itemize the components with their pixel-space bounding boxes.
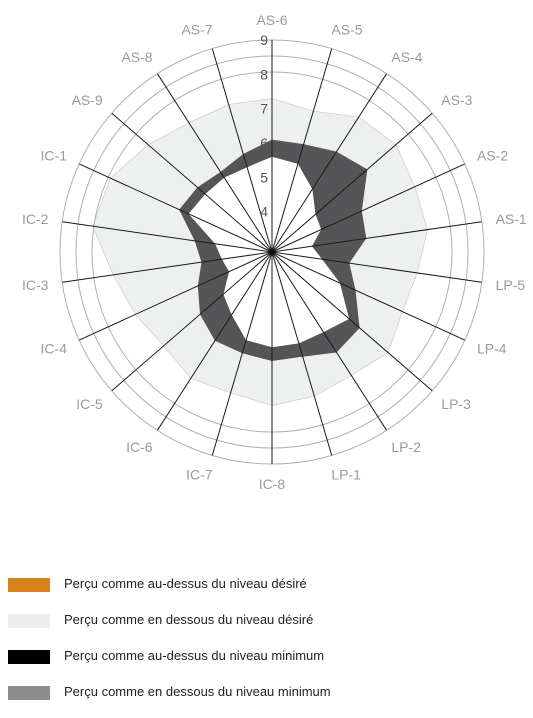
- axis-label-ic-8: IC-8: [259, 476, 286, 492]
- legend-swatch-minimum-below: [8, 686, 50, 700]
- spoke-as-9: [111, 112, 273, 253]
- legend-label-minimum-below: Perçu comme en dessous du niveau minimum: [64, 684, 331, 699]
- axis-label-as-7: AS-7: [181, 21, 212, 37]
- legend-label-desired-above: Perçu comme au-dessus du niveau désiré: [64, 576, 307, 591]
- axis-label-as-8: AS-8: [121, 49, 152, 65]
- axis-label-lp-1: LP-1: [331, 467, 361, 483]
- spoke-lp-5: [271, 251, 482, 283]
- axis-label-as-1: AS-1: [496, 211, 527, 227]
- axis-label-lp-5: LP-5: [496, 277, 526, 293]
- spoke-as-8: [156, 73, 273, 253]
- tick-label-4: 4: [260, 204, 268, 220]
- axis-label-lp-3: LP-3: [441, 396, 471, 412]
- legend-label-desired-below: Perçu comme en dessous du niveau désiré: [64, 612, 314, 627]
- axis-label-ic-4: IC-4: [41, 340, 68, 356]
- center-hub: [269, 249, 275, 255]
- spoke-ic-1: [78, 163, 273, 253]
- spoke-ic-5: [111, 251, 273, 392]
- legend-label-minimum-above: Perçu comme au-dessus du niveau minimum: [64, 648, 325, 663]
- legend: Perçu comme au-dessus du niveau désiré P…: [8, 574, 528, 718]
- spoke-ic-7: [211, 251, 273, 456]
- spoke-as-5: [271, 48, 333, 253]
- axis-label-ic-2: IC-2: [22, 211, 49, 227]
- tick-label-5: 5: [260, 169, 268, 185]
- spoke-as-4: [271, 73, 388, 253]
- legend-swatch-desired-below: [8, 614, 50, 628]
- axis-label-as-3: AS-3: [441, 92, 472, 108]
- axis-label-as-2: AS-2: [477, 148, 508, 164]
- tick-label-7: 7: [260, 101, 268, 117]
- legend-item-minimum-above: Perçu comme au-dessus du niveau minimum: [8, 646, 528, 682]
- legend-swatch-desired-above: [8, 578, 50, 592]
- axis-label-ic-5: IC-5: [76, 396, 103, 412]
- spoke-as-1: [271, 221, 482, 253]
- tick-label-layer: 4 5 6 7 8 9: [260, 32, 268, 220]
- spoke-lp-1: [271, 251, 333, 456]
- spoke-ic-6: [156, 251, 273, 431]
- axis-label-as-9: AS-9: [72, 92, 103, 108]
- axis-label-as-6: AS-6: [256, 12, 287, 28]
- axis-label-layer: AS-6 AS-5 AS-4 AS-3 AS-2 AS-1 LP-5 LP-4 LP-3 LP-2…: [22, 12, 527, 492]
- spoke-as-7: [211, 48, 273, 253]
- legend-item-desired-below: Perçu comme en dessous du niveau désiré: [8, 610, 528, 646]
- spoke-as-3: [271, 112, 433, 253]
- spoke-ic-2: [62, 221, 273, 253]
- axis-label-as-5: AS-5: [331, 21, 362, 37]
- axis-label-lp-2: LP-2: [391, 439, 421, 455]
- tick-label-9: 9: [260, 32, 268, 48]
- tick-label-6: 6: [260, 135, 268, 151]
- axis-label-ic-7: IC-7: [186, 467, 213, 483]
- spoke-lp-2: [271, 251, 388, 431]
- spoke-ic-3: [62, 251, 273, 283]
- legend-item-desired-above: Perçu comme au-dessus du niveau désiré: [8, 574, 528, 610]
- radar-chart: 4 5 6 7 8 9 AS-6 AS-5 AS-4 AS-3 AS-2 AS-1 LP-5 LP-4 L…: [22, 12, 527, 492]
- spoke-as-2: [271, 163, 466, 253]
- spoke-lp-3: [271, 251, 433, 392]
- series-band-2: [179, 139, 368, 361]
- spoke-layer: [62, 40, 482, 464]
- tick-label-8: 8: [260, 66, 268, 82]
- spoke-ic-4: [78, 251, 273, 341]
- spoke-lp-4: [271, 251, 466, 341]
- axis-label-lp-4: LP-4: [477, 340, 507, 356]
- legend-item-minimum-below: Perçu comme en dessous du niveau minimum: [8, 682, 528, 718]
- legend-swatch-minimum-above: [8, 650, 50, 664]
- axis-label-ic-1: IC-1: [41, 148, 68, 164]
- axis-label-as-4: AS-4: [391, 49, 422, 65]
- axis-label-ic-3: IC-3: [22, 277, 49, 293]
- axis-label-ic-6: IC-6: [126, 439, 153, 455]
